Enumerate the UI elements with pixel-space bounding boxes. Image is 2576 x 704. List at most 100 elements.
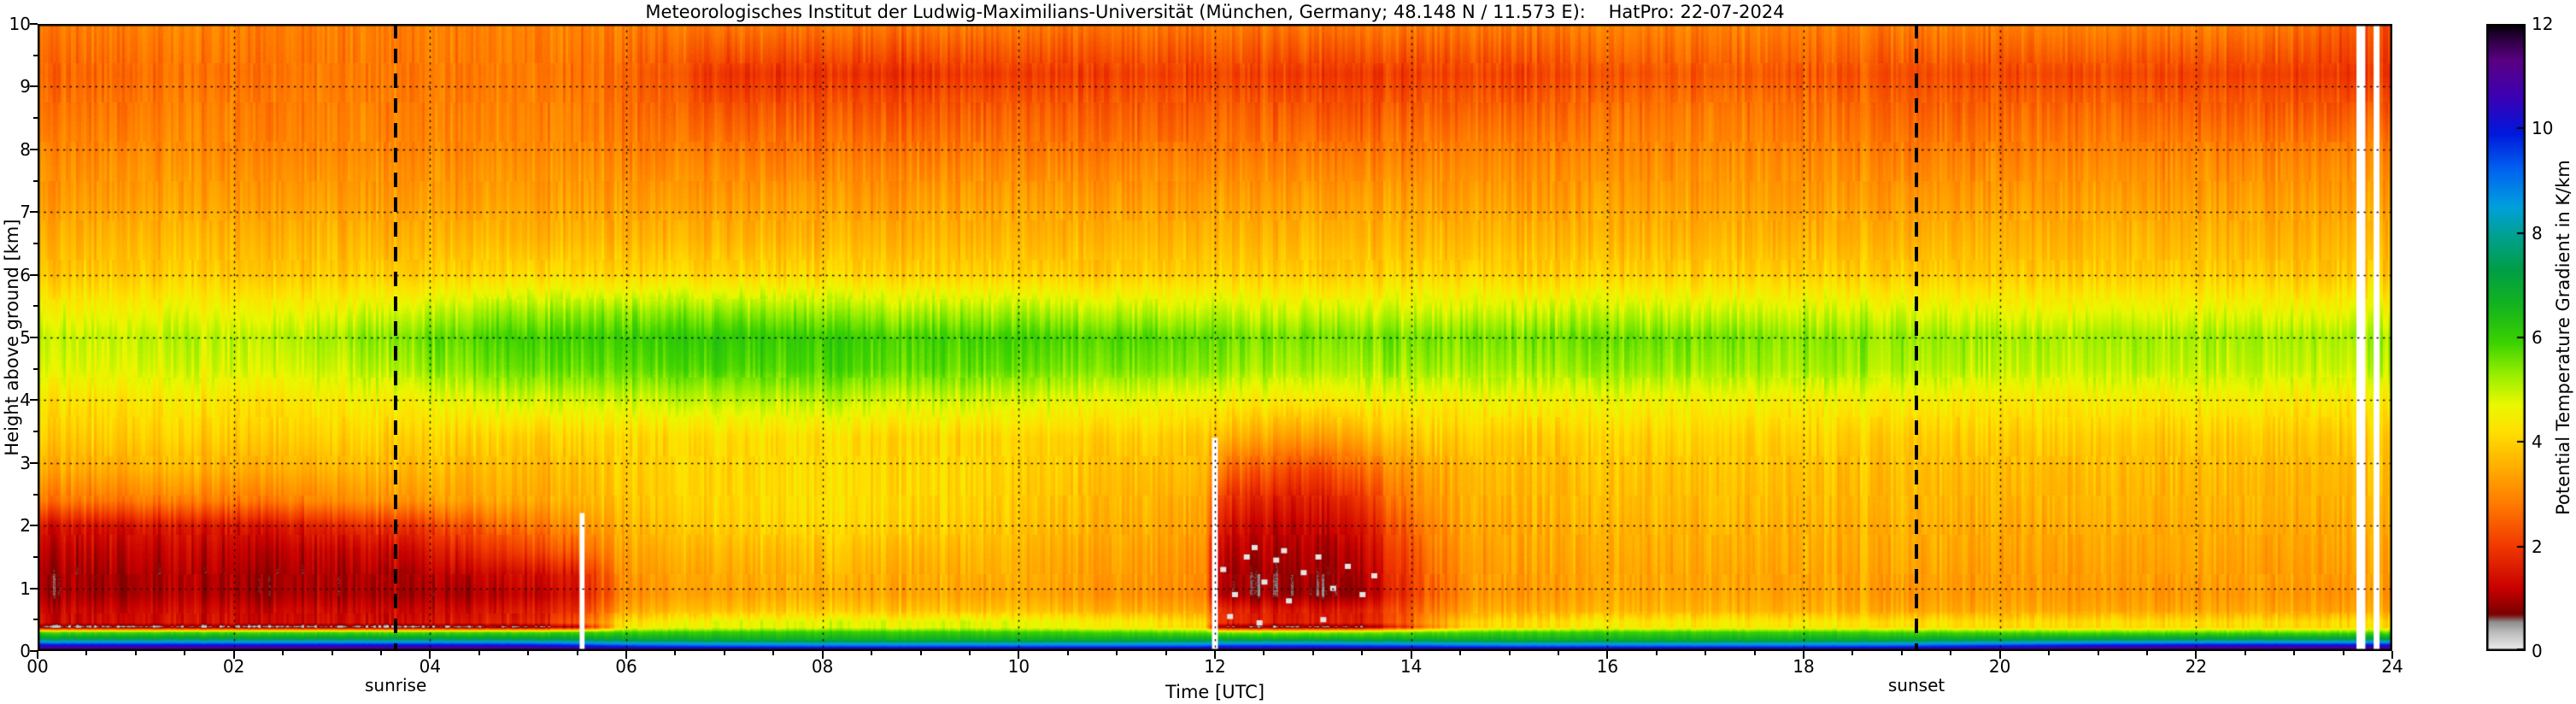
y-tick-label: 10	[9, 14, 31, 34]
y-tick-mark	[30, 148, 38, 150]
x-minor-tick-mark	[331, 651, 333, 655]
x-minor-tick-mark	[1851, 651, 1854, 655]
y-tick-mark	[30, 337, 38, 338]
y-tick-mark	[30, 525, 38, 527]
x-minor-tick-mark	[968, 651, 971, 655]
x-tick-mark	[232, 651, 235, 659]
y-minor-tick-mark	[33, 431, 38, 433]
sunset-line	[1915, 24, 1919, 651]
x-minor-tick-mark	[379, 651, 382, 655]
x-minor-tick-mark	[85, 651, 88, 655]
x-tick-label: 14	[1399, 656, 1423, 677]
x-minor-tick-mark	[1263, 651, 1265, 655]
heatmap-canvas	[38, 24, 2392, 651]
colorbar-tick-label: 8	[2532, 222, 2543, 243]
x-minor-tick-mark	[478, 651, 480, 655]
x-minor-tick-mark	[1655, 651, 1658, 655]
x-minor-tick-mark	[1361, 651, 1364, 655]
y-tick-mark	[30, 273, 38, 276]
x-tick-label: 16	[1596, 656, 1619, 677]
x-axis-label: Time [UTC]	[1165, 682, 1265, 702]
y-minor-tick-mark	[33, 619, 38, 621]
x-tick-mark	[1410, 651, 1412, 659]
x-minor-tick-mark	[2293, 651, 2296, 655]
x-minor-tick-mark	[1066, 651, 1069, 655]
y-tick-label: 2	[20, 515, 31, 537]
y-minor-tick-mark	[33, 54, 38, 56]
x-tick-mark	[37, 651, 38, 659]
y-tick-mark	[30, 85, 38, 88]
x-minor-tick-mark	[674, 651, 677, 655]
x-minor-tick-mark	[1508, 651, 1511, 655]
x-tick-label: 06	[615, 656, 637, 677]
x-tick-mark	[429, 651, 431, 659]
x-minor-tick-mark	[527, 651, 530, 655]
x-tick-mark	[1018, 651, 1020, 659]
x-tick-label: 20	[1988, 656, 2011, 677]
x-tick-label: 04	[419, 656, 442, 677]
y-tick-mark	[30, 650, 38, 652]
x-minor-tick-mark	[2097, 651, 2099, 655]
y-minor-tick-mark	[33, 555, 38, 558]
colorbar-tick-label: 12	[2532, 14, 2554, 34]
x-minor-tick-mark	[1116, 651, 1118, 655]
y-tick-mark	[30, 23, 38, 25]
y-tick-label: 0	[20, 641, 31, 661]
x-tick-label: 18	[1793, 656, 1815, 677]
y-tick-mark	[30, 211, 38, 214]
x-minor-tick-mark	[2048, 651, 2051, 655]
x-minor-tick-mark	[1705, 651, 1707, 655]
y-tick-label: 3	[20, 452, 31, 473]
plot-title: Meteorologisches Institut der Ludwig-Max…	[645, 2, 1785, 22]
colorbar-tick-label: 2	[2532, 536, 2543, 557]
x-minor-tick-mark	[723, 651, 725, 655]
colorbar-tick-label: 0	[2532, 641, 2543, 661]
x-minor-tick-mark	[282, 651, 285, 655]
x-tick-mark	[2195, 651, 2198, 659]
x-tick-mark	[1998, 651, 2001, 659]
y-minor-tick-mark	[33, 493, 38, 496]
colorbar-tick-label: 4	[2532, 431, 2543, 453]
x-minor-tick-mark	[2244, 651, 2246, 655]
x-minor-tick-mark	[576, 651, 578, 655]
x-minor-tick-mark	[2145, 651, 2148, 655]
x-minor-tick-mark	[1311, 651, 1314, 655]
sunrise-label: sunrise	[365, 675, 427, 695]
y-tick-mark	[30, 461, 38, 464]
x-minor-tick-mark	[2342, 651, 2344, 655]
y-tick-label: 7	[20, 202, 31, 223]
x-minor-tick-mark	[134, 651, 137, 655]
x-tick-label: 12	[1204, 656, 1226, 677]
y-tick-mark	[30, 587, 38, 590]
x-tick-label: 22	[2185, 656, 2208, 677]
plot-area	[38, 24, 2392, 651]
x-minor-tick-mark	[1900, 651, 1903, 655]
x-minor-tick-mark	[1557, 651, 1559, 655]
x-minor-tick-mark	[919, 651, 922, 655]
x-minor-tick-mark	[1165, 651, 1167, 655]
colorbar-tick-label: 6	[2532, 327, 2543, 348]
x-tick-label: 08	[811, 656, 834, 677]
y-tick-label: 9	[20, 76, 31, 97]
y-tick-mark	[30, 399, 38, 402]
x-tick-label: 02	[222, 656, 245, 677]
y-minor-tick-mark	[33, 305, 38, 308]
x-minor-tick-mark	[184, 651, 186, 655]
y-tick-label: 1	[20, 578, 31, 599]
x-tick-mark	[821, 651, 824, 659]
y-minor-tick-mark	[33, 117, 38, 120]
x-tick-mark	[625, 651, 627, 659]
x-tick-mark	[1803, 651, 1804, 659]
y-minor-tick-mark	[33, 367, 38, 370]
x-tick-mark	[1214, 651, 1216, 659]
x-tick-label: 10	[1007, 656, 1030, 677]
sunset-label: sunset	[1887, 675, 1945, 695]
y-tick-label: 4	[20, 390, 31, 411]
colorbar-tick-label: 10	[2532, 118, 2554, 139]
y-minor-tick-mark	[33, 242, 38, 244]
x-minor-tick-mark	[772, 651, 775, 655]
y-minor-tick-mark	[33, 179, 38, 182]
x-minor-tick-mark	[1950, 651, 1952, 655]
y-tick-label: 6	[20, 264, 31, 285]
